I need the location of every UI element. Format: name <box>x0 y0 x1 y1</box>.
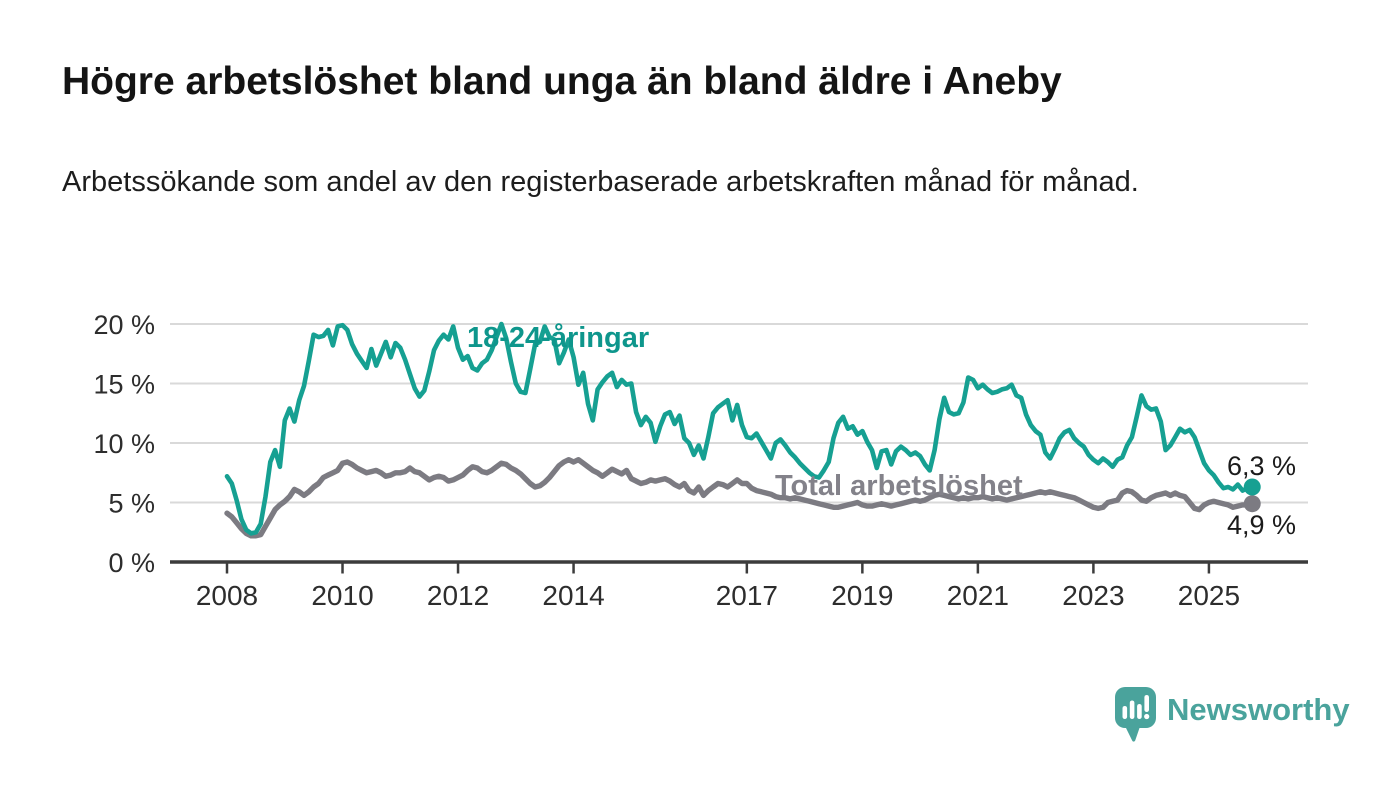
series-end-dot-young <box>1243 478 1261 496</box>
end-value-label-young: 6,3 % <box>1227 451 1297 481</box>
page-title: Högre arbetslöshet bland unga än bland ä… <box>62 60 1062 103</box>
series-label-young: 18-24-åringar <box>467 322 650 354</box>
series-line-total <box>224 457 1255 539</box>
y-axis-tick-label: 5 % <box>108 489 155 519</box>
newsworthy-logo-icon <box>1115 687 1156 742</box>
end-value-label-total: 4,9 % <box>1227 510 1297 540</box>
series-end-dot-total <box>1243 495 1261 513</box>
x-axis-tick-label: 2012 <box>427 580 489 611</box>
chart-subtitle: Arbetssökande som andel av den registerb… <box>62 166 1139 198</box>
x-axis-tick-label: 2010 <box>311 580 373 611</box>
x-axis-tick-label: 2019 <box>831 580 893 611</box>
newsworthy-logo-text: Newsworthy <box>1167 692 1350 727</box>
y-axis-tick-label: 0 % <box>108 548 155 578</box>
newsworthy-logo: Newsworthy <box>1115 687 1350 743</box>
x-axis-tick-label: 2014 <box>542 580 604 611</box>
series-label-total: Total arbetslöshet <box>775 470 1023 502</box>
y-axis-tick-label: 10 % <box>93 429 155 459</box>
x-axis-tick-label: 2008 <box>196 580 258 611</box>
series-line-young <box>224 321 1255 536</box>
y-axis-tick-label: 15 % <box>93 370 155 400</box>
x-axis-tick-label: 2025 <box>1178 580 1240 611</box>
x-axis-tick-label: 2021 <box>947 580 1009 611</box>
y-axis-tick-label: 20 % <box>93 310 155 340</box>
x-axis-tick-label: 2017 <box>716 580 778 611</box>
x-axis-tick-label: 2023 <box>1062 580 1124 611</box>
